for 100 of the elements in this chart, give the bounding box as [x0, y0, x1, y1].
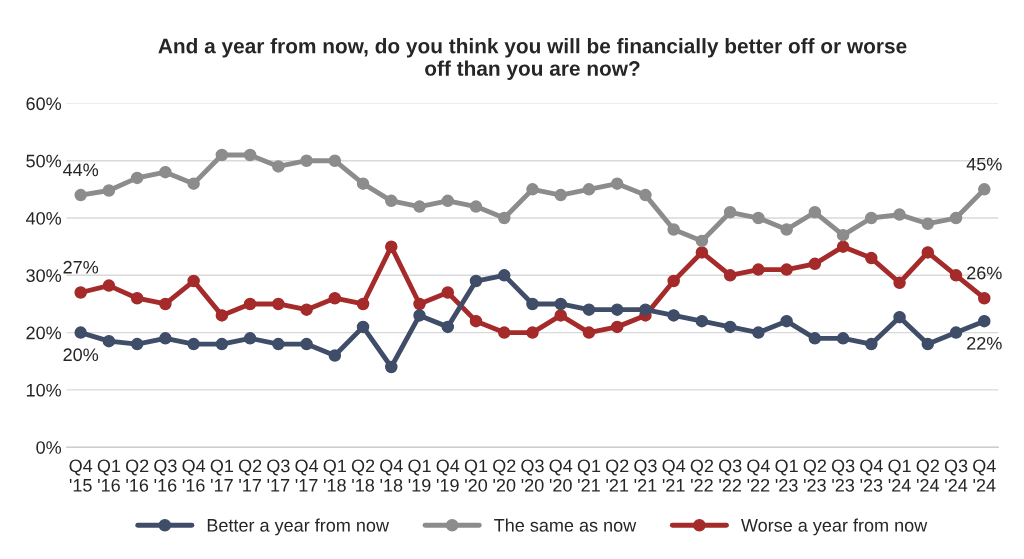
point: [808, 332, 822, 345]
x-tick-label: Q2 '24: [916, 459, 940, 492]
point: [243, 332, 257, 345]
point: [215, 309, 229, 322]
y-tick-label: 40%: [25, 211, 62, 225]
x-tick-label: Q4 '20: [549, 459, 573, 492]
x-tick-label: Q3 '21: [634, 459, 657, 492]
point: [243, 297, 257, 311]
point: [780, 223, 793, 236]
point: [554, 297, 567, 311]
point: [921, 337, 935, 351]
point: [582, 183, 596, 196]
point: [582, 303, 596, 316]
point: [74, 188, 87, 202]
point: [949, 211, 963, 225]
point: [667, 223, 680, 236]
point: [695, 246, 709, 259]
point: [356, 297, 370, 311]
point: [130, 291, 144, 305]
point: [949, 269, 963, 282]
point: [526, 183, 539, 196]
point: [130, 337, 144, 351]
point: [102, 184, 116, 197]
point: [865, 251, 878, 265]
x-tick-label: Q3 '17: [267, 459, 290, 492]
point: [978, 314, 991, 328]
y-tick-label: 30%: [26, 269, 62, 283]
point: [667, 274, 680, 288]
data-label: 22%: [967, 336, 1002, 350]
point: [497, 326, 511, 339]
point: [723, 269, 737, 282]
point: [723, 320, 737, 334]
chart-title: And a year from now, do you think you will be financially better off or worse off than you are now?: [158, 38, 907, 80]
y-tick-label: 50%: [26, 154, 62, 168]
point: [610, 303, 624, 316]
data-label: 20%: [63, 348, 99, 362]
point: [695, 234, 709, 248]
x-tick-label: Q4 '15: [69, 459, 93, 492]
point: [639, 303, 652, 316]
point: [497, 211, 511, 225]
x-tick-label: Q4 '17: [295, 459, 319, 492]
point: [780, 314, 793, 328]
point: [130, 171, 144, 185]
point: [893, 208, 906, 221]
x-tick-label: Q2 '21: [606, 459, 629, 492]
x-tick-label: Q4 '23: [860, 459, 883, 492]
point: [610, 320, 624, 334]
x-tick-label: Q1 '19: [408, 459, 431, 492]
x-tick-label: Q2 '18: [351, 459, 375, 492]
x-tick-label: Q3 '22: [718, 459, 742, 492]
y-tick-label: 60%: [26, 97, 62, 111]
point: [272, 337, 285, 351]
x-tick-label: Q1 '21: [577, 459, 601, 492]
point: [328, 349, 342, 362]
point: [554, 309, 567, 322]
x-tick-label: Q1 '16: [97, 459, 121, 492]
point: [356, 177, 370, 190]
point: [836, 228, 850, 242]
x-tick-label: Q4 '24: [973, 459, 996, 492]
point: [159, 165, 172, 179]
legend-label: Better a year from now: [207, 518, 390, 536]
point: [187, 274, 200, 288]
point: [808, 257, 822, 271]
point: [752, 211, 765, 225]
point: [441, 286, 455, 299]
point: [385, 360, 398, 374]
point: [300, 337, 313, 351]
x-tick-label: Q3 '16: [154, 459, 177, 492]
point: [978, 183, 991, 196]
legend-label: The same as now: [494, 518, 637, 532]
point: [893, 276, 906, 290]
point: [102, 334, 116, 348]
point: [526, 297, 539, 311]
point: [441, 320, 455, 334]
point: [441, 194, 455, 208]
point: [978, 291, 991, 305]
point: [695, 314, 709, 328]
x-tick-label: Q2 '23: [803, 459, 826, 492]
x-tick-label: Q2 '20: [493, 459, 516, 492]
data-label: 26%: [967, 266, 1002, 280]
point: [639, 188, 652, 202]
x-tick-label: Q1 '18: [323, 459, 346, 492]
point: [413, 200, 426, 213]
data-label: 44%: [63, 163, 99, 177]
point: [356, 320, 370, 334]
point: [385, 194, 398, 208]
x-tick-label: Q4 '22: [747, 459, 770, 492]
point: [300, 303, 313, 316]
point: [74, 286, 87, 299]
x-tick-label: Q1 '17: [210, 459, 234, 492]
point: [469, 200, 483, 213]
data-label: 27%: [63, 260, 99, 274]
point: [752, 263, 765, 276]
x-tick-label: Q1 '24: [888, 459, 911, 492]
x-tick-label: Q4 '21: [662, 459, 686, 492]
point: [582, 326, 596, 339]
y-tick-label: 0%: [36, 441, 62, 454]
point: [780, 263, 793, 276]
point: [808, 206, 822, 219]
point: [752, 326, 765, 339]
